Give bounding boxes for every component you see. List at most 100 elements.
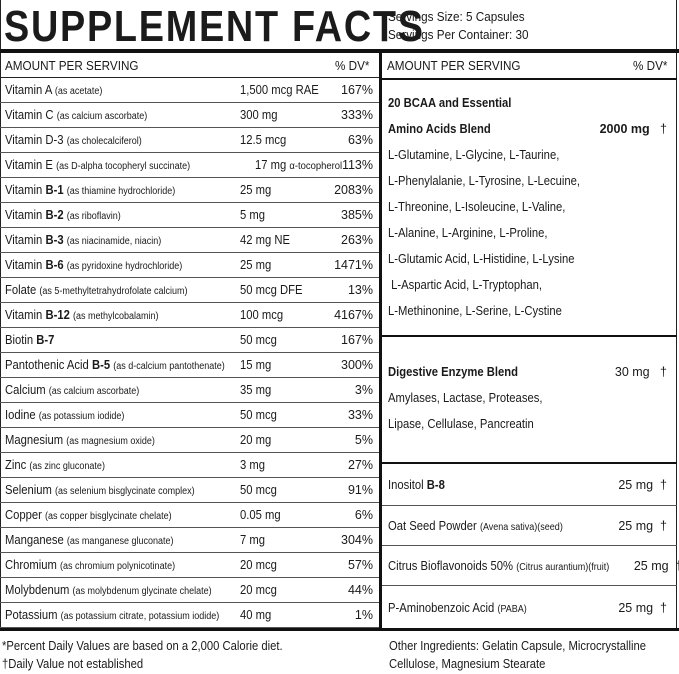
nutrient-dv: 300% [341,358,373,372]
nutrient-name: Vitamin B-1 (as thiamine hydrochloride) [5,183,176,197]
nutrient-dv: 63% [347,133,373,147]
ingredient-name: P-Aminobenzoic Acid (PABA) [388,600,527,615]
nutrient-amount: 300 mg [240,108,278,122]
nutrient-row: Magnesium (as magnesium oxide) 20 mg 5% [0,428,379,453]
nutrient-name: Vitamin A (as acetate) [5,83,103,97]
nutrient-amount: 25 mg [240,258,272,272]
blend-ingredients: Amylases, Lactase, Proteases, [388,391,543,405]
ingredient-amount-dv: 25 mg † [618,600,667,615]
nutrient-row: Vitamin B-6 (as pyridoxine hydrochloride… [0,253,379,278]
nutrient-amount: 20 mcg [240,558,277,572]
nutrient-name: Vitamin C (as calcium ascorbate) [5,108,148,122]
dv-header: % DV* [632,58,668,73]
nutrient-name: Chromium (as chromium polynicotinate) [5,558,176,572]
nutrient-row: Iodine (as potassium iodide) 50 mcg 33% [0,403,379,428]
blend-table: AMOUNT PER SERVING % DV* 20 BCAA and Ess… [382,53,679,629]
dagger-footnote: †Daily Value not established [2,657,144,671]
nutrient-row: Vitamin B-12 (as methylcobalamin) 100 mc… [0,303,379,328]
blend-title-row: Amino Acids Blend 2000 mg † [388,116,667,142]
nutrient-name: Molybdenum (as molybdenum glycinate chel… [5,583,212,597]
other-ingredients-line: Cellulose, Magnesium Stearate [389,657,546,671]
blend-ingredients: L-Aspartic Acid, L-Tryptophan, [388,278,543,292]
nutrient-dv: 44% [347,583,373,597]
nutrient-row: Potassium (as potassium citrate, potassi… [0,603,379,628]
blend-ingredients: L-Alanine, L-Arginine, L-Proline, [388,226,548,240]
nutrient-name: Iodine (as potassium iodide) [5,408,125,422]
ingredient-amount-dv: 25 mg † [618,518,667,533]
nutrient-amount: 7 mg [240,533,266,547]
nutrient-amount: 50 mcg [240,483,277,497]
nutrient-row: Folate (as 5-methyltetrahydrofolate calc… [0,278,379,303]
dv-header: % DV* [334,57,370,73]
nutrient-amount: 17 mg α-tocopherol [255,158,343,172]
blend-ingredients: L-Threonine, L-Isoleucine, L-Valine, [388,200,566,214]
nutrient-dv: 13% [347,283,373,297]
blend-name: Digestive Enzyme Blend [388,365,519,379]
nutrient-row: Copper (as copper bisglycinate chelate) … [0,503,379,528]
nutrient-dv: 304% [341,533,373,547]
nutrient-row: Vitamin B-2 (as riboflavin) 5 mg 385% [0,203,379,228]
nutrient-name: Vitamin D-3 (as cholecalciferol) [5,133,142,147]
nutrient-amount: 42 mg NE [240,233,291,247]
ingredient-amount-dv: 25 mg † [618,477,667,492]
nutrient-name: Vitamin B-12 (as methylcobalamin) [5,308,159,322]
table-header: AMOUNT PER SERVING % DV* [0,53,379,78]
nutrient-name: Selenium (as selenium bisglycinate compl… [5,483,195,497]
nutrient-row: Molybdenum (as molybdenum glycinate chel… [0,578,379,603]
nutrient-amount: 35 mg [240,383,272,397]
nutrient-dv: 6% [354,508,373,522]
nutrient-amount: 20 mcg [240,583,277,597]
nutrient-row: Calcium (as calcium ascorbate) 35 mg 3% [0,378,379,403]
nutrient-table: AMOUNT PER SERVING % DV* Vitamin A (as a… [0,53,379,628]
nutrient-amount: 15 mg [240,358,272,372]
nutrient-name: Folate (as 5-methyltetrahydrofolate calc… [5,283,188,297]
nutrient-dv: 167% [341,333,373,347]
nutrient-amount: 50 mcg DFE [240,283,303,297]
nutrient-amount: 50 mcg [240,333,277,347]
nutrient-amount: 50 mcg [240,408,277,422]
nutrient-row: Vitamin B-3 (as niacinamide, niacin) 42 … [0,228,379,253]
label-title: SUPPLEMENT FACTS [4,2,425,51]
dv-footnote: *Percent Daily Values are based on a 2,0… [2,639,283,653]
nutrient-row: Vitamin B-1 (as thiamine hydrochloride) … [0,178,379,203]
nutrient-dv: 57% [347,558,373,572]
nutrient-row: Vitamin A (as acetate) 1,500 mcg RAE 167… [0,78,379,103]
column-divider [379,49,382,631]
ingredient-row: P-Aminobenzoic Acid (PABA) 25 mg † [382,586,677,629]
ingredient-row: Oat Seed Powder (Avena sativa)(seed) 25 … [382,506,677,546]
ingredient-name: Inositol B-8 [388,477,445,492]
ingredient-row: Inositol B-8 25 mg † [382,464,677,506]
nutrient-name: Manganese (as manganese gluconate) [5,533,174,547]
blend-ingredients: Lipase, Cellulase, Pancreatin [388,417,534,431]
footnotes: *Percent Daily Values are based on a 2,0… [2,637,283,673]
blend-title: 20 BCAA and Essential [388,96,512,110]
nutrient-amount: 5 mg [240,208,266,222]
blend-title-row: Digestive Enzyme Blend 30 mg † [388,359,667,385]
nutrient-dv: 27% [347,458,373,472]
nutrient-row: Vitamin D-3 (as cholecalciferol) 12.5 mc… [0,128,379,153]
nutrient-amount: 0.05 mg [240,508,281,522]
table-header: AMOUNT PER SERVING % DV* [382,53,677,80]
nutrient-row: Vitamin C (as calcium ascorbate) 300 mg … [0,103,379,128]
amino-acids-blend: 20 BCAA and Essential Amino Acids Blend … [382,80,677,337]
nutrient-amount: 12.5 mcg [240,133,287,147]
nutrient-row: Manganese (as manganese gluconate) 7 mg … [0,528,379,553]
nutrient-name: Vitamin B-3 (as niacinamide, niacin) [5,233,162,247]
blend-ingredients: L-Glutamine, L-Glycine, L-Taurine, [388,148,560,162]
nutrient-name: Vitamin B-6 (as pyridoxine hydrochloride… [5,258,183,272]
nutrient-name: Calcium (as calcium ascorbate) [5,383,140,397]
nutrient-row: Zinc (as zinc gluconate) 3 mg 27% [0,453,379,478]
nutrient-name: Potassium (as potassium citrate, potassi… [5,608,220,622]
nutrient-dv: 263% [341,233,373,247]
nutrient-amount: 20 mg [240,433,272,447]
other-ingredients-line: Other Ingredients: Gelatin Capsule, Micr… [389,639,646,653]
nutrient-dv: 33% [347,408,373,422]
nutrient-name: Pantothenic Acid B-5 (as d-calcium panto… [5,358,225,372]
nutrient-row: Biotin B-7 50 mcg 167% [0,328,379,353]
serving-info: Servings Size: 5 Capsules Servings Per C… [388,8,528,44]
ingredient-name: Oat Seed Powder (Avena sativa)(seed) [388,518,563,533]
divider [0,628,679,631]
nutrient-dv: 113% [341,158,373,172]
nutrient-dv: 4167% [334,308,373,322]
blend-name: Amino Acids Blend [388,122,491,136]
